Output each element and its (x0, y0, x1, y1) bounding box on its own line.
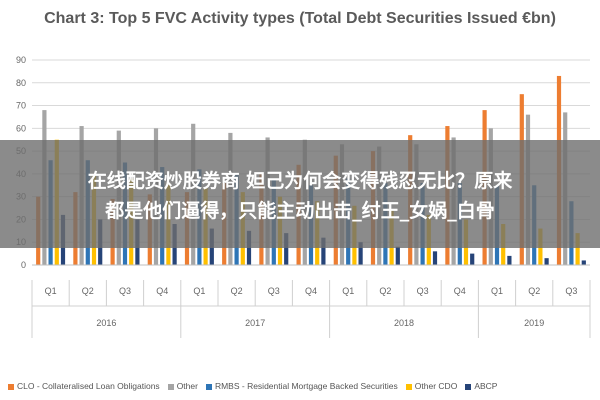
x-tick-label: Q2 (528, 286, 540, 296)
x-tick-label: Q1 (491, 286, 503, 296)
bar (507, 255, 512, 265)
y-tick-label: 60 (16, 123, 26, 133)
x-tick-label: Q2 (231, 286, 243, 296)
headline-line-1[interactable]: 在线配资炒股券商 妲己为何会变得残忍无比？原来 (87, 170, 513, 192)
legend-item: Other (167, 381, 198, 391)
legend-item: ABCP (465, 381, 497, 391)
year-group-label: 2017 (245, 318, 265, 328)
x-tick-label: Q1 (342, 286, 354, 296)
bar (470, 253, 475, 265)
headline-line-2[interactable]: 都是他们逼得，只能主动出击_纣王_女娲_白骨 (105, 200, 495, 222)
x-tick-label: Q2 (379, 286, 391, 296)
x-tick-label: Q4 (454, 286, 466, 296)
x-tick-label: Q3 (268, 286, 280, 296)
x-tick-label: Q3 (565, 286, 577, 296)
bar (284, 233, 289, 265)
x-tick-label: Q3 (417, 286, 429, 296)
x-tick-label: Q4 (305, 286, 317, 296)
x-axis: Q1 Q2 Q3 Q4 Q1 Q2 Q3 Q4 Q1 Q2 Q3 Q4 Q1 Q2 Q3 2016 2017 20… (31, 264, 591, 338)
y-tick-label: 70 (16, 101, 26, 111)
legend-label: Other (176, 381, 198, 391)
legend-label: ABCP (474, 381, 498, 391)
headline-text[interactable]: 在线配资炒股券商 妲己为何会变得残忍无比？原来 都是他们逼得，只能主动出击_纣王… (10, 166, 590, 226)
headline-banner[interactable]: 在线配资炒股券商 妲己为何会变得残忍无比？原来 都是他们逼得，只能主动出击_纣王… (0, 140, 600, 248)
year-group-label: 2019 (524, 318, 544, 328)
legend: CLO - Collateralised Loan Obligations Oth… (8, 381, 600, 395)
legend-label: RMBS - Residential Mortgage Backed Secur… (214, 381, 398, 391)
bar (395, 246, 400, 265)
bar (575, 233, 580, 265)
bar (321, 237, 326, 265)
x-tick-label: Q4 (156, 286, 168, 296)
x-tick-label: Q1 (45, 286, 57, 296)
legend-item: Other CDO (405, 381, 458, 391)
chart-title: Chart 3: Top 5 FVC Activity types (Total… (44, 10, 556, 27)
legend-swatch (465, 383, 472, 390)
y-tick-label: 0 (21, 260, 26, 270)
bar (581, 260, 586, 265)
y-tick-label: 80 (16, 78, 26, 88)
legend-label: Other CDO (414, 381, 458, 391)
x-tick-label: Q2 (82, 286, 94, 296)
y-tick-label: 90 (16, 55, 26, 65)
x-tick-label: Q1 (193, 286, 205, 296)
year-group-label: 2016 (96, 318, 116, 328)
bar (432, 251, 438, 265)
legend-swatch (205, 383, 212, 390)
x-tick-label: Q3 (119, 286, 131, 296)
year-group-label: 2018 (394, 318, 414, 328)
legend-swatch (8, 383, 14, 390)
legend-item: RMBS - Residential Mortgage Backed Secur… (205, 381, 398, 391)
bar (358, 242, 363, 265)
legend-swatch (167, 383, 174, 390)
legend-item: CLO - Collateralised Loan Obligations (8, 381, 160, 391)
bar (544, 258, 549, 265)
legend-label: CLO - Collateralised Loan Obligations (17, 381, 160, 391)
legend-swatch (405, 383, 412, 390)
